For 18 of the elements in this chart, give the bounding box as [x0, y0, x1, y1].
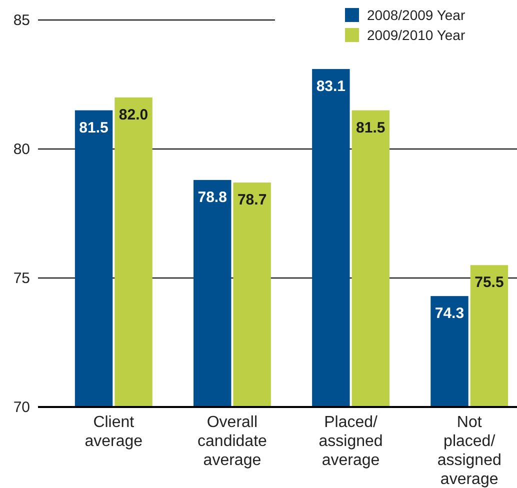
data-label: 81.5	[356, 119, 386, 136]
data-label: 83.1	[316, 78, 346, 96]
legend-label: 2009/2010 Year	[367, 27, 466, 43]
data-label: 78.7	[237, 192, 267, 209]
y-tick-label: 75	[13, 270, 30, 287]
x-tick-label: Placed/ assigned average	[318, 414, 383, 469]
y-tick-label: 85	[13, 12, 30, 29]
data-label: 75.5	[474, 274, 504, 292]
data-label: 82.0	[118, 106, 148, 124]
data-label: 78.8	[198, 188, 227, 206]
y-tick-label: 70	[13, 399, 30, 416]
data-label: 81.5	[79, 119, 108, 136]
y-tick-label: 80	[13, 141, 30, 158]
x-tick-label: Not placed/ assigned average	[437, 414, 502, 488]
legend-label: 2008/2009 Year	[367, 7, 466, 23]
data-label: 74.3	[434, 305, 464, 322]
x-tick-label: Client average	[84, 414, 143, 450]
x-tick-label: Overall candidate average	[198, 414, 268, 469]
